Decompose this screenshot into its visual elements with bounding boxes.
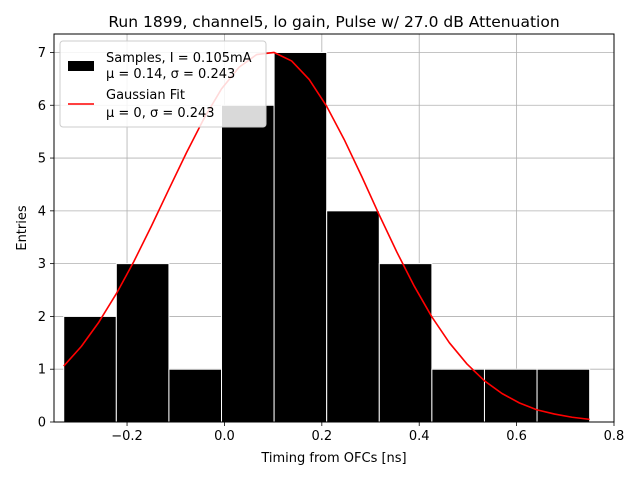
histogram-bar [536, 368, 591, 423]
x-tick-label: 0.6 [506, 429, 527, 444]
histogram-bar [115, 263, 170, 423]
legend: Samples, I = 0.105mA μ = 0.14, σ = 0.243… [59, 40, 267, 128]
legend-label-samples-line1: Samples, I = 0.105mA [106, 51, 252, 66]
y-tick-label: 1 [38, 363, 46, 378]
y-tick-label: 2 [38, 310, 46, 325]
x-axis-label: Timing from OFCs [ns] [260, 451, 406, 466]
y-tick-label: 5 [38, 152, 46, 167]
gaussian-fit-line [63, 51, 590, 421]
histogram-bar [431, 368, 485, 423]
y-tick-label: 3 [38, 257, 46, 272]
y-axis-label: Entries [15, 205, 30, 251]
x-tick-label: 0.4 [409, 429, 430, 444]
x-tick-label: 0.0 [214, 429, 235, 444]
legend-label-samples-line2: μ = 0.14, σ = 0.243 [106, 67, 235, 82]
x-tick-label: −0.2 [111, 429, 143, 444]
histogram-bar [221, 104, 275, 423]
fit-line-layer [63, 51, 590, 421]
histogram-bar [326, 210, 380, 423]
x-tick-label: 0.8 [604, 429, 625, 444]
legend-label-fit-line2: μ = 0, σ = 0.243 [106, 106, 215, 121]
legend-label-fit-line1: Gaussian Fit [106, 88, 185, 103]
histogram-bar [483, 368, 538, 423]
y-tick-label: 7 [38, 46, 46, 61]
bars-layer [63, 51, 591, 423]
chart-title: Run 1899, channel5, lo gain, Pulse w/ 27… [108, 13, 559, 31]
legend-box [59, 40, 267, 128]
ticks-layer: −0.2 0.0 0.2 0.4 0.6 0.8 0 1 2 3 4 5 6 7 [38, 46, 625, 444]
y-tick-label: 0 [38, 416, 46, 431]
histogram-bar [378, 263, 433, 423]
histogram-bar [63, 315, 117, 423]
y-tick-label: 6 [38, 99, 46, 114]
legend-swatch-samples [68, 61, 94, 71]
histogram-bar [168, 368, 223, 423]
y-tick-label: 4 [38, 204, 46, 219]
x-tick-label: 0.2 [311, 429, 332, 444]
histogram-bar [273, 51, 328, 423]
axes-frame [53, 33, 615, 423]
